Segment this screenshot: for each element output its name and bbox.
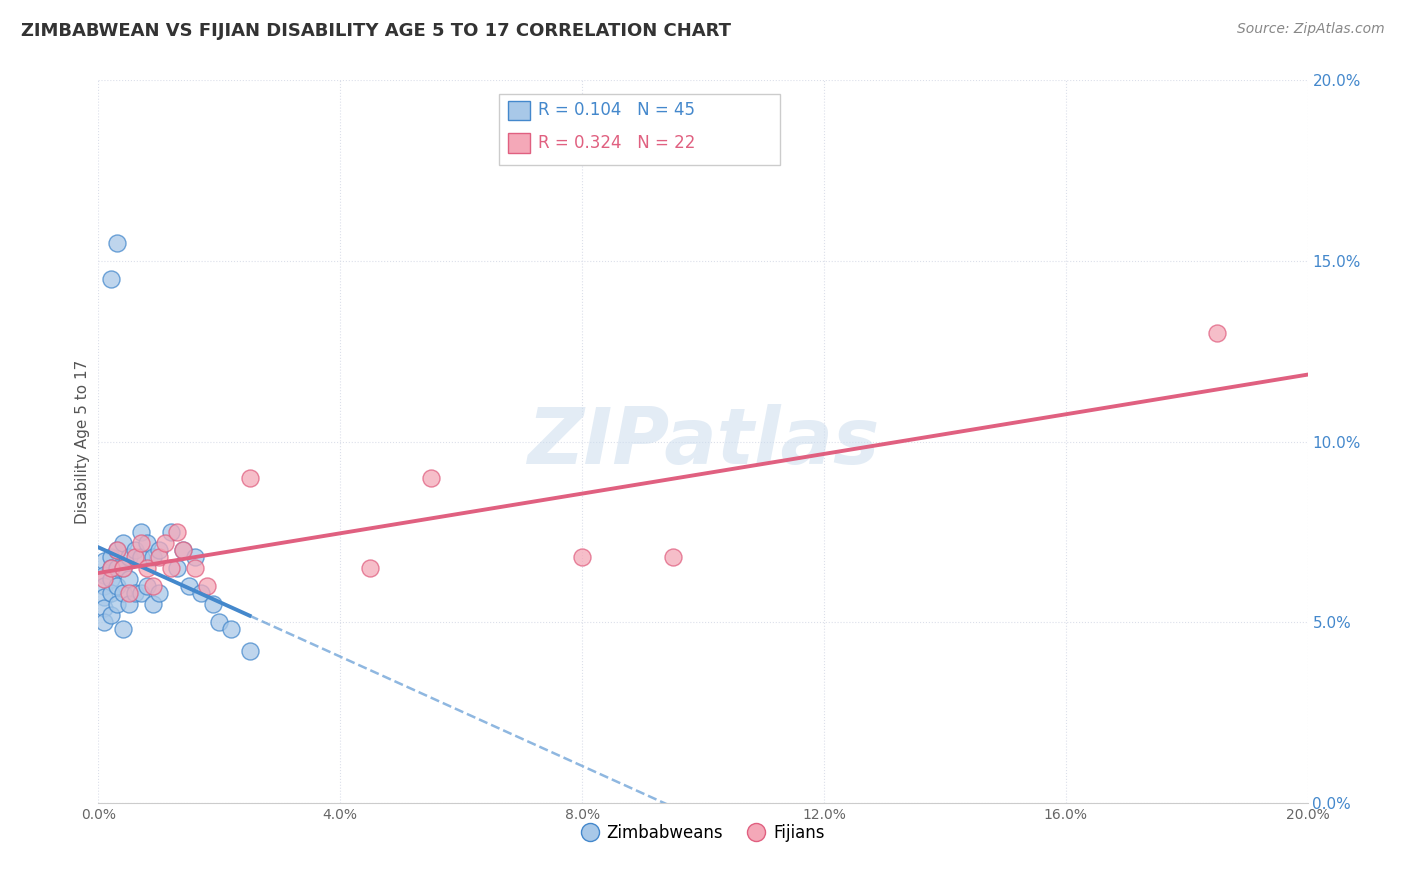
Point [190, 586, 212, 600]
Point [100, 586, 122, 600]
Point [195, 579, 218, 593]
Point [93, 554, 115, 568]
Text: R = 0.324   N = 22: R = 0.324 N = 22 [538, 134, 696, 152]
Point [105, 235, 128, 250]
Point [111, 561, 134, 575]
Point [166, 561, 188, 575]
Text: Source: ZipAtlas.com: Source: ZipAtlas.com [1237, 22, 1385, 37]
Point [202, 597, 225, 611]
Point [105, 597, 128, 611]
Point [105, 561, 128, 575]
Text: R = 0.104   N = 45: R = 0.104 N = 45 [538, 101, 696, 119]
Point [105, 542, 128, 557]
Point [100, 272, 122, 286]
Point [129, 550, 152, 565]
Point [1206, 326, 1229, 340]
Point [129, 535, 152, 549]
Point [124, 586, 146, 600]
Text: ZIMBABWEAN VS FIJIAN DISABILITY AGE 5 TO 17 CORRELATION CHART: ZIMBABWEAN VS FIJIAN DISABILITY AGE 5 TO… [21, 22, 731, 40]
Point [179, 579, 201, 593]
Point [135, 561, 157, 575]
Point [105, 579, 128, 593]
Point [111, 535, 134, 549]
Point [148, 586, 170, 600]
Point [111, 561, 134, 575]
Point [129, 524, 152, 539]
Point [135, 535, 157, 549]
Point [111, 623, 134, 637]
Point [135, 579, 157, 593]
Point [208, 615, 231, 630]
Point [360, 561, 382, 575]
Point [105, 542, 128, 557]
Point [124, 542, 146, 557]
Point [93, 590, 115, 604]
Point [100, 561, 122, 575]
Point [142, 579, 165, 593]
Point [571, 550, 593, 565]
Point [93, 572, 115, 586]
Text: ZIPatlas: ZIPatlas [527, 403, 879, 480]
Point [153, 535, 176, 549]
Point [166, 524, 188, 539]
Point [160, 524, 183, 539]
Point [100, 572, 122, 586]
Point [111, 586, 134, 600]
Point [148, 550, 170, 565]
Point [100, 550, 122, 565]
Y-axis label: Disability Age 5 to 17: Disability Age 5 to 17 [75, 359, 90, 524]
Point [118, 586, 141, 600]
Point [93, 568, 115, 582]
Point [118, 572, 141, 586]
Point [100, 607, 122, 622]
Point [100, 561, 122, 575]
Point [239, 644, 262, 658]
Point [93, 579, 115, 593]
Point [93, 615, 115, 630]
Point [661, 550, 683, 565]
Point [129, 586, 152, 600]
Point [148, 542, 170, 557]
Point [118, 550, 141, 565]
Point [172, 542, 194, 557]
Point [93, 600, 115, 615]
Point [160, 561, 183, 575]
Point [118, 597, 141, 611]
Point [420, 471, 443, 485]
Legend: Zimbabweans, Fijians: Zimbabweans, Fijians [575, 817, 831, 848]
Point [124, 550, 146, 565]
Point [142, 550, 165, 565]
Point [184, 561, 207, 575]
Point [239, 471, 262, 485]
Point [184, 550, 207, 565]
Point [142, 597, 165, 611]
Point [172, 542, 194, 557]
Point [221, 623, 243, 637]
